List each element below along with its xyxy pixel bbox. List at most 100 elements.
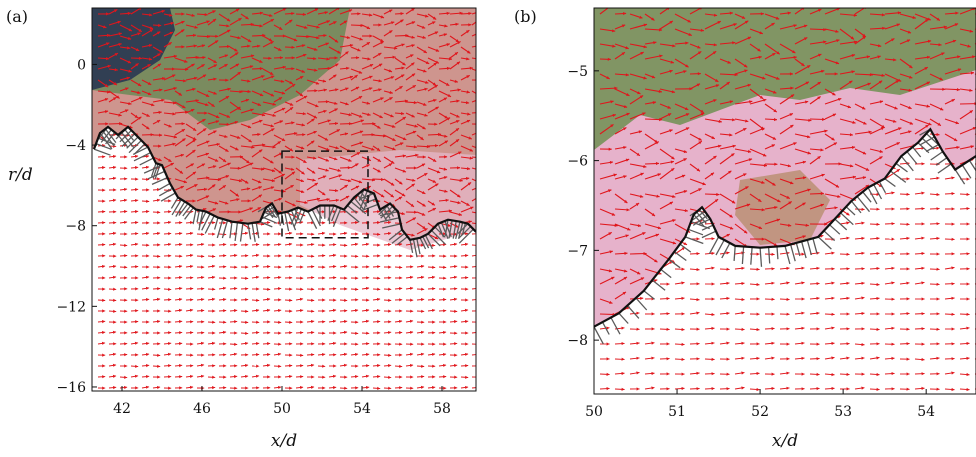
- velocity-arrowhead: [277, 141, 281, 145]
- velocity-arrowhead: [388, 9, 393, 13]
- velocity-arrowhead: [212, 19, 216, 23]
- velocity-arrowhead: [786, 327, 790, 331]
- velocity-arrowhead: [227, 87, 231, 91]
- interface-normal-arrow: [455, 221, 461, 240]
- interface-normal-arrow: [452, 220, 457, 239]
- velocity-arrowhead: [421, 287, 425, 291]
- velocity-arrowhead: [672, 44, 676, 48]
- velocity-arrowhead: [744, 20, 749, 24]
- velocity-arrowhead: [225, 78, 229, 82]
- velocity-arrowhead: [741, 327, 745, 331]
- velocity-arrowhead: [135, 298, 139, 302]
- velocity-arrowhead: [468, 220, 472, 224]
- velocity-arrowhead: [741, 266, 745, 270]
- velocity-arrowhead: [378, 23, 382, 27]
- velocity-arrowhead: [921, 372, 925, 376]
- velocity-arrowhead: [621, 24, 626, 28]
- velocity-arrowhead: [334, 101, 338, 105]
- velocity-arrowhead: [456, 61, 460, 65]
- velocity-arrowhead: [771, 327, 775, 331]
- velocity-arrowhead: [758, 226, 762, 229]
- velocity-arrowhead: [124, 177, 128, 181]
- velocity-arrowhead: [837, 98, 842, 101]
- velocity-arrowhead: [410, 265, 414, 269]
- velocity-arrowhead: [627, 227, 631, 231]
- velocity-arrowhead: [831, 356, 835, 360]
- velocity-arrowhead: [394, 46, 398, 50]
- velocity-arrowhead: [159, 88, 163, 92]
- velocity-arrowhead: [891, 251, 895, 255]
- velocity-arrowhead: [289, 265, 293, 269]
- velocity-arrowhead: [643, 45, 647, 49]
- velocity-arrowhead: [951, 327, 955, 331]
- x-tick-label: 50: [585, 404, 603, 420]
- velocity-arrowhead: [168, 276, 172, 280]
- velocity-arrowhead: [168, 242, 172, 246]
- velocity-arrowhead: [836, 8, 840, 11]
- velocity-arrowhead: [272, 102, 276, 106]
- velocity-arrowhead: [366, 164, 370, 168]
- velocity-arrowhead: [402, 62, 406, 66]
- velocity-arrowhead: [135, 364, 139, 368]
- velocity-arrowhead: [465, 352, 469, 356]
- velocity-arrowhead: [377, 386, 381, 390]
- velocity-arrowhead: [234, 253, 238, 258]
- velocity-arrowhead: [643, 164, 647, 169]
- velocity-arrowhead: [102, 353, 106, 357]
- velocity-arrowhead: [388, 231, 392, 236]
- velocity-arrowhead: [670, 168, 675, 172]
- velocity-arrowhead: [119, 122, 123, 126]
- velocity-arrowhead: [651, 327, 655, 331]
- velocity-arrowhead: [157, 243, 161, 247]
- velocity-arrowhead: [414, 124, 418, 128]
- velocity-arrowhead: [411, 35, 415, 39]
- velocity-arrowhead: [743, 173, 747, 177]
- velocity-arrowhead: [388, 254, 392, 258]
- velocity-arrowhead: [399, 181, 403, 185]
- velocity-arrowhead: [846, 356, 850, 360]
- interface-normal-arrow: [424, 234, 433, 250]
- velocity-arrowhead: [332, 253, 337, 257]
- velocity-arrowhead: [302, 112, 306, 116]
- velocity-arrowhead: [786, 386, 790, 390]
- velocity-arrowhead: [206, 140, 210, 144]
- velocity-arrowhead: [322, 175, 327, 179]
- velocity-arrowhead: [135, 210, 139, 214]
- velocity-arrowhead: [291, 45, 295, 49]
- velocity-arrowhead: [849, 164, 854, 168]
- x-tick-label: 53: [834, 404, 852, 420]
- velocity-arrowhead: [636, 371, 640, 375]
- velocity-arrowhead: [696, 342, 700, 346]
- velocity-arrowhead: [214, 40, 219, 44]
- velocity-arrowhead: [259, 11, 263, 15]
- panel-b-xlabel: x/d: [772, 431, 798, 451]
- velocity-arrowhead: [759, 95, 764, 99]
- velocity-arrowhead: [906, 222, 910, 226]
- velocity-arrowhead: [713, 43, 717, 47]
- interface-normal-arrow: [416, 238, 421, 255]
- velocity-arrowhead: [212, 375, 216, 379]
- x-tick-label: 50: [273, 401, 291, 417]
- interface-normal-arrow: [437, 223, 445, 238]
- velocity-arrowhead: [876, 266, 880, 271]
- velocity-arrowhead: [278, 232, 282, 236]
- velocity-arrowhead: [659, 54, 663, 58]
- velocity-arrowhead: [420, 352, 425, 356]
- velocity-arrowhead: [399, 386, 403, 390]
- velocity-arrowhead: [343, 363, 348, 367]
- velocity-arrowhead: [311, 254, 315, 258]
- velocity-arrowhead: [102, 375, 106, 379]
- velocity-arrowhead: [179, 331, 183, 335]
- velocity-arrowhead: [891, 207, 895, 211]
- velocity-arrowhead: [771, 297, 775, 301]
- velocity-arrowhead: [291, 67, 295, 71]
- velocity-arrowhead: [246, 187, 251, 191]
- velocity-arrowhead: [434, 122, 438, 126]
- velocity-arrowhead: [906, 39, 911, 43]
- velocity-arrowhead: [853, 40, 857, 44]
- velocity-arrowhead: [834, 72, 838, 76]
- velocity-arrowhead: [271, 128, 275, 132]
- velocity-arrowhead: [655, 161, 659, 166]
- velocity-arrowhead: [168, 320, 172, 324]
- velocity-arrowhead: [146, 309, 150, 313]
